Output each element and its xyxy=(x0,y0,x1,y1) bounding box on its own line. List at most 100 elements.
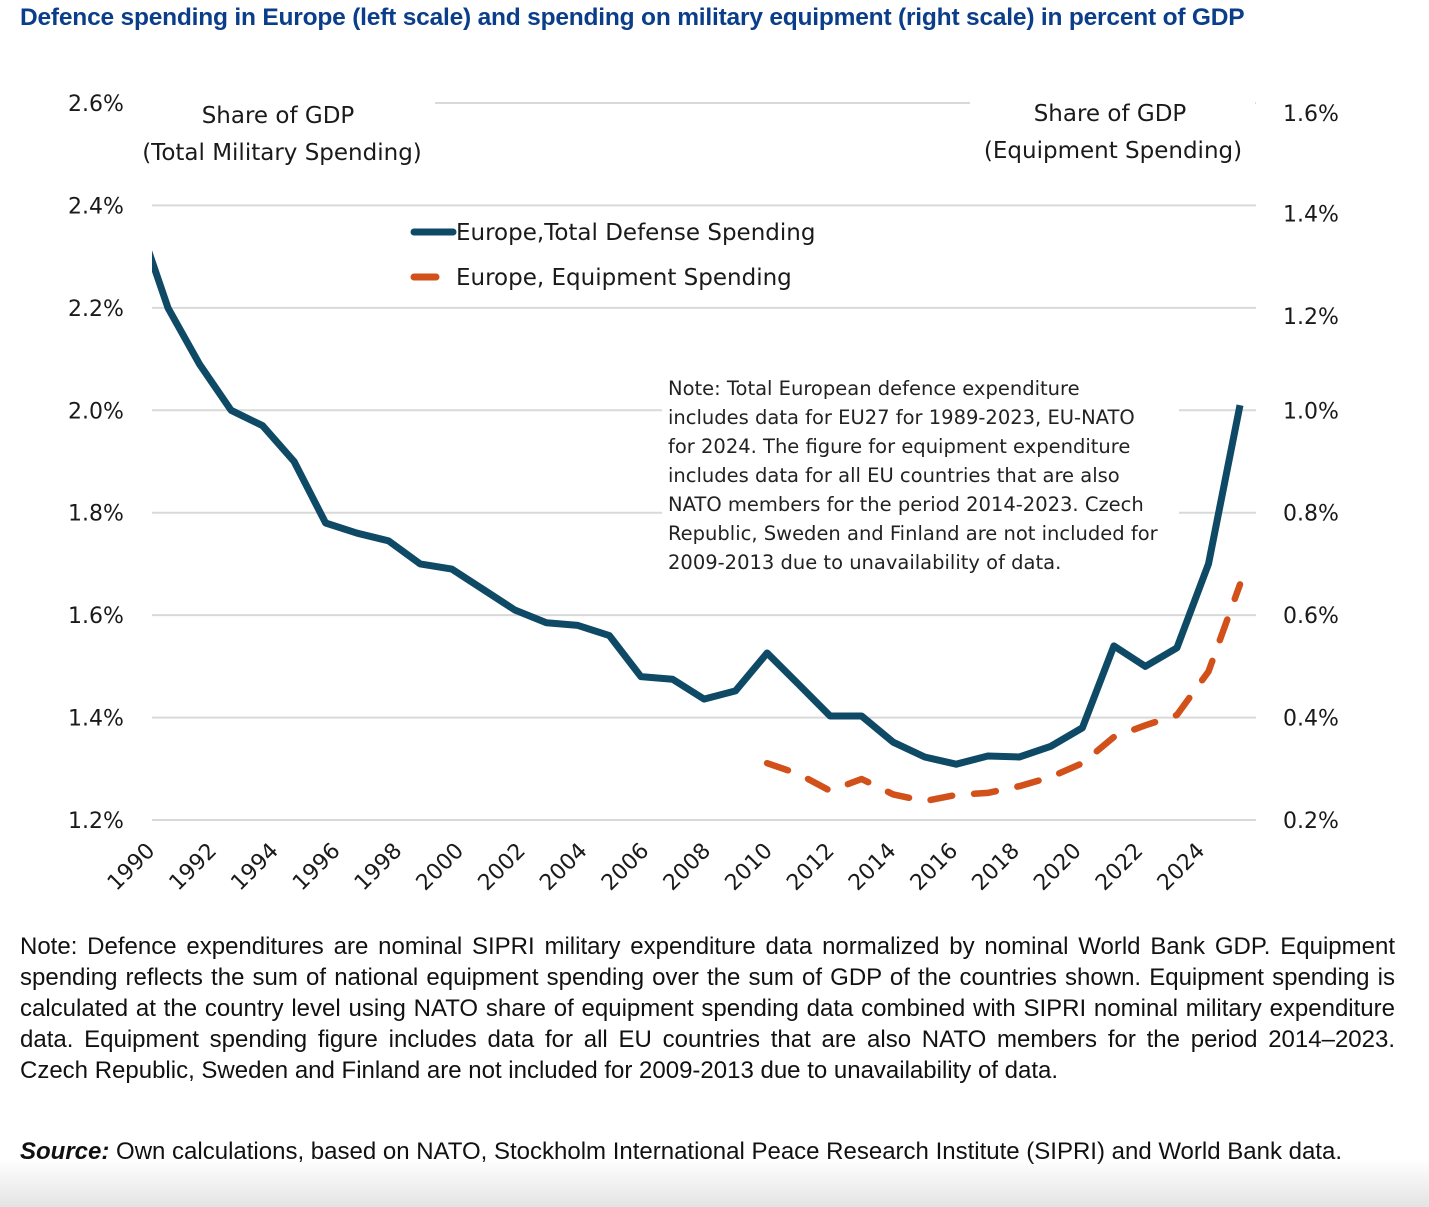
total-point-2010 xyxy=(796,681,802,687)
equipment-point-2015 xyxy=(953,792,959,798)
legend-label-equipment: Europe, Equipment Spending xyxy=(456,265,792,291)
equipment-point-2013 xyxy=(890,791,896,797)
total-point-2000 xyxy=(480,587,486,593)
total-point-2011 xyxy=(827,713,833,719)
total-point-1998 xyxy=(417,561,423,567)
equipment-point-2016 xyxy=(985,790,991,796)
equipment-point-2011 xyxy=(827,788,833,794)
x-tick-label: 1992 xyxy=(165,839,222,896)
total-point-2003 xyxy=(575,622,581,628)
x-tick-label: 1994 xyxy=(226,839,283,896)
left-axis: 1.2% 1.4% 1.6% 1.8% 2.0% 2.2% 2.4% 2.6% xyxy=(68,92,124,834)
total-point-2001 xyxy=(512,607,518,613)
legend-item-equipment[interactable]: Europe, Equipment Spending xyxy=(410,265,792,291)
total-point-2012 xyxy=(859,713,865,719)
x-tick-label: 1998 xyxy=(350,839,407,896)
total-point-1997 xyxy=(386,538,392,544)
x-tick-label: 2016 xyxy=(906,839,963,896)
total-point-2017 xyxy=(1016,754,1022,760)
equipment-point-2019 xyxy=(1079,760,1085,766)
right-axis: 0.2% 0.4% 0.6% 0.8% 1.0% 1.2% 1.4% 1.6% xyxy=(1283,102,1339,834)
equipment-point-2017 xyxy=(1016,783,1022,789)
line-chart: 1.2% 1.4% 1.6% 1.8% 2.0% 2.2% 2.4% 2.6% 0.2% 0.4… xyxy=(68,88,1339,896)
x-tick-label: 1996 xyxy=(288,839,345,896)
total-point-2022 xyxy=(1174,645,1180,651)
x-tick-label: 2018 xyxy=(968,839,1025,896)
total-point-2009 xyxy=(764,650,770,656)
total-point-2006 xyxy=(669,676,675,682)
equipment-point-2012 xyxy=(859,776,865,782)
right-axis-title-line2: (Equipment Spending) xyxy=(984,138,1242,164)
chart-annotation: Note: Total European defence expenditure… xyxy=(662,372,1179,579)
right-axis-title: Share of GDP (Equipment Spending) xyxy=(970,88,1255,170)
x-tick-label: 2000 xyxy=(412,839,469,896)
equipment-point-2020 xyxy=(1111,734,1117,740)
source-text: Own calculations, based on NATO, Stockho… xyxy=(109,1138,1342,1165)
total-point-1996 xyxy=(354,530,360,536)
right-tick-label: 1.4% xyxy=(1283,202,1339,227)
total-point-2023 xyxy=(1205,561,1211,567)
right-tick-label: 0.2% xyxy=(1283,809,1339,834)
legend-label-total: Europe,Total Defense Spending xyxy=(456,220,815,246)
left-axis-title: Share of GDP (Total Military Spending) xyxy=(130,92,435,174)
total-point-1992 xyxy=(228,407,234,413)
figure-note: Note: Defence expenditures are nominal S… xyxy=(20,933,1395,1084)
annotation-line: for 2024. The figure for equipment expen… xyxy=(668,435,1131,458)
annotation-line: Republic, Sweden and Finland are not inc… xyxy=(668,522,1158,545)
total-point-2013 xyxy=(890,739,896,745)
equipment-point-2010 xyxy=(796,771,802,777)
left-tick-label: 2.0% xyxy=(68,399,124,424)
x-tick-label: 2004 xyxy=(535,839,592,896)
total-point-1994 xyxy=(291,459,297,465)
x-tick-label: 2020 xyxy=(1029,839,1086,896)
total-point-2015 xyxy=(953,761,959,767)
total-point-1989 xyxy=(133,213,139,219)
annotation-line: includes data for all EU countries that … xyxy=(668,464,1120,487)
x-axis: 1990 1992 1994 1996 1998 2000 2002 2004 2006 2008… xyxy=(103,839,1210,896)
equipment-point-2018 xyxy=(1048,774,1054,780)
total-point-2019 xyxy=(1079,725,1085,731)
left-axis-title-line2: (Total Military Spending) xyxy=(142,140,422,166)
left-tick-label: 1.8% xyxy=(68,502,124,527)
total-point-1993 xyxy=(260,423,266,429)
total-point-2014 xyxy=(922,754,928,760)
chart-title: Defence spending in Europe (left scale) … xyxy=(20,4,1245,31)
total-point-2021 xyxy=(1142,663,1148,669)
total-point-2005 xyxy=(638,674,644,680)
x-tick-label: 2010 xyxy=(721,839,778,896)
total-point-1999 xyxy=(449,566,455,572)
annotation-line: 2009-2013 due to unavailability of data. xyxy=(668,551,1062,574)
right-tick-label: 1.0% xyxy=(1283,399,1339,424)
x-tick-label: 2014 xyxy=(844,839,901,896)
figure-source: Source: Own calculations, based on NATO,… xyxy=(20,1136,1395,1167)
total-point-2018 xyxy=(1048,743,1054,749)
x-tick-label: 2008 xyxy=(659,839,716,896)
x-tick-label: 2006 xyxy=(597,839,654,896)
right-tick-label: 1.2% xyxy=(1283,305,1339,330)
equipment-point-2014 xyxy=(922,798,928,804)
equipment-point-2022 xyxy=(1174,712,1180,718)
equipment-point-2024 xyxy=(1237,581,1243,587)
total-point-1990 xyxy=(165,305,171,311)
x-tick-label: 1990 xyxy=(103,839,160,896)
series-group xyxy=(133,213,1244,805)
total-point-2024 xyxy=(1237,402,1243,408)
x-tick-label: 2024 xyxy=(1153,839,1210,896)
legend-item-total[interactable]: Europe,Total Defense Spending xyxy=(410,220,815,246)
left-axis-title-line1: Share of GDP xyxy=(202,103,355,129)
x-tick-label: 2012 xyxy=(782,839,839,896)
total-point-2004 xyxy=(606,633,612,639)
right-tick-label: 0.6% xyxy=(1283,604,1339,629)
series-line-total-defense-spending xyxy=(152,250,1244,768)
total-point-2007 xyxy=(701,696,707,702)
annotation-line: Note: Total European defence expenditure xyxy=(668,377,1080,400)
source-label: Source: xyxy=(20,1138,110,1165)
left-tick-label: 2.6% xyxy=(68,92,124,117)
right-axis-title-line1: Share of GDP xyxy=(1034,101,1187,127)
left-tick-label: 1.2% xyxy=(68,809,124,834)
annotation-line: NATO members for the period 2014-2023. C… xyxy=(668,493,1144,516)
total-point-2020 xyxy=(1111,643,1117,649)
total-point-2008 xyxy=(733,688,739,694)
series-line-equipment-spending xyxy=(763,581,1244,805)
total-point-1995 xyxy=(323,520,329,526)
